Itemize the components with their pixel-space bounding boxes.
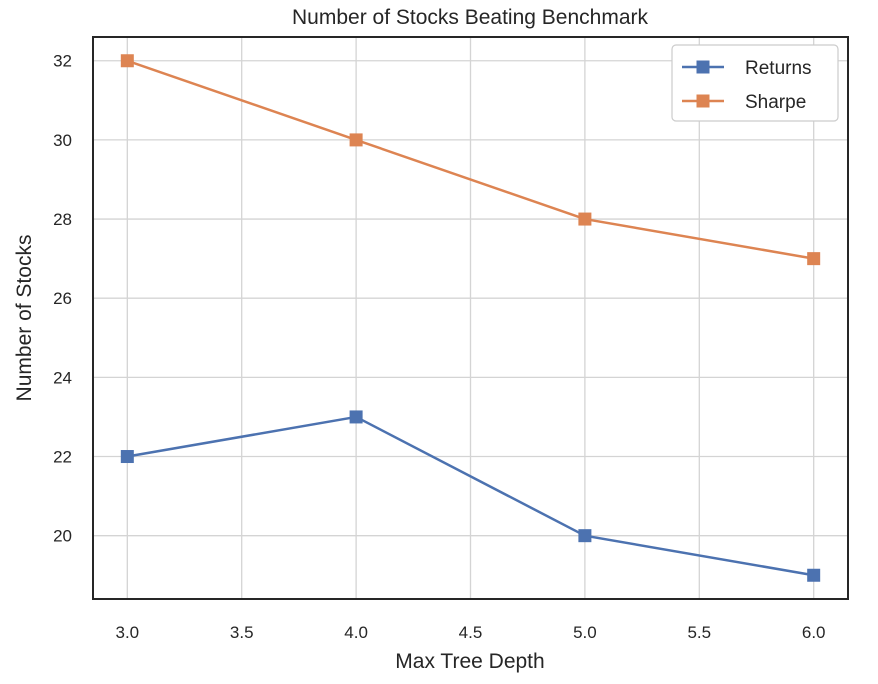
data-point-returns bbox=[807, 568, 821, 582]
legend: Returns Sharpe bbox=[671, 44, 839, 122]
y-tick-label: 28 bbox=[53, 210, 72, 229]
data-point-sharpe bbox=[807, 252, 821, 266]
tick-labels: 3.0 3.5 4.0 4.5 5.0 5.5 6.0 20 22 24 26 28 30 32 bbox=[53, 52, 825, 642]
series-line-returns bbox=[127, 415, 814, 577]
x-tick-label: 4.5 bbox=[459, 623, 483, 642]
plot-frame bbox=[92, 36, 849, 600]
legend-marker-sharpe bbox=[696, 94, 710, 108]
x-tick-label: 3.5 bbox=[230, 623, 254, 642]
y-tick-label: 22 bbox=[53, 448, 72, 467]
data-point-sharpe bbox=[349, 133, 363, 147]
data-point-returns bbox=[120, 450, 134, 464]
y-tick-label: 24 bbox=[53, 368, 72, 387]
legend-label-sharpe: Sharpe bbox=[745, 92, 806, 113]
x-tick-label: 3.0 bbox=[115, 623, 139, 642]
x-tick-label: 5.0 bbox=[573, 623, 597, 642]
y-tick-label: 32 bbox=[53, 52, 72, 71]
y-tick-label: 26 bbox=[53, 289, 72, 308]
y-tick-label: 30 bbox=[53, 131, 72, 150]
chart-title: Number of Stocks Beating Benchmark bbox=[292, 6, 648, 29]
legend-marker-returns bbox=[696, 60, 710, 74]
x-axis-label: Max Tree Depth bbox=[395, 650, 544, 673]
data-point-returns bbox=[578, 529, 592, 543]
legend-label-returns: Returns bbox=[745, 58, 812, 79]
data-point-sharpe bbox=[120, 54, 134, 68]
y-axis-label: Number of Stocks bbox=[13, 235, 36, 402]
x-tick-label: 5.5 bbox=[687, 623, 711, 642]
y-tick-label: 20 bbox=[53, 527, 72, 546]
x-tick-label: 6.0 bbox=[802, 623, 826, 642]
data-point-returns bbox=[349, 410, 363, 424]
series-line-sharpe bbox=[126, 59, 814, 260]
x-tick-label: 4.0 bbox=[344, 623, 368, 642]
series-layer bbox=[120, 54, 821, 582]
data-point-sharpe bbox=[578, 212, 592, 226]
